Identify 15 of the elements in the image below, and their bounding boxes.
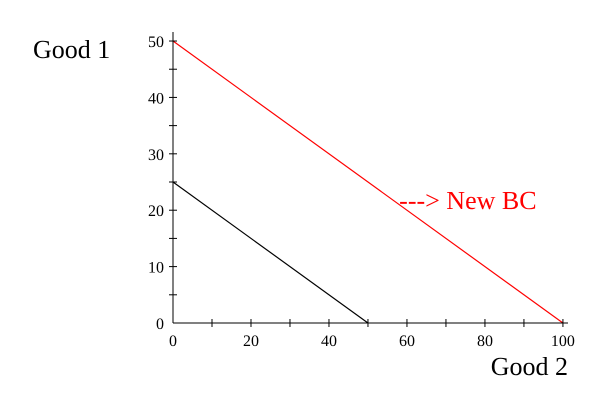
x-tick-label: 0	[169, 333, 177, 350]
y-tick-label: 40	[148, 90, 164, 108]
y-tick-label: 30	[148, 146, 164, 164]
y-tick-label: 50	[148, 34, 164, 52]
y-axis-title: Good 1	[33, 35, 110, 64]
x-tick-label: 100	[550, 333, 575, 350]
x-tick-label: 20	[242, 333, 259, 350]
y-tick-label: 0	[156, 316, 164, 333]
x-tick-label: 60	[398, 333, 415, 350]
y-tick-label: 10	[148, 260, 164, 277]
y-tick-label: 20	[148, 203, 164, 220]
x-axis-title: Good 2	[490, 352, 568, 381]
annotation: ---> New BC	[399, 186, 537, 216]
x-tick-label: 80	[476, 333, 493, 350]
x-tick-label: 40	[320, 333, 337, 350]
